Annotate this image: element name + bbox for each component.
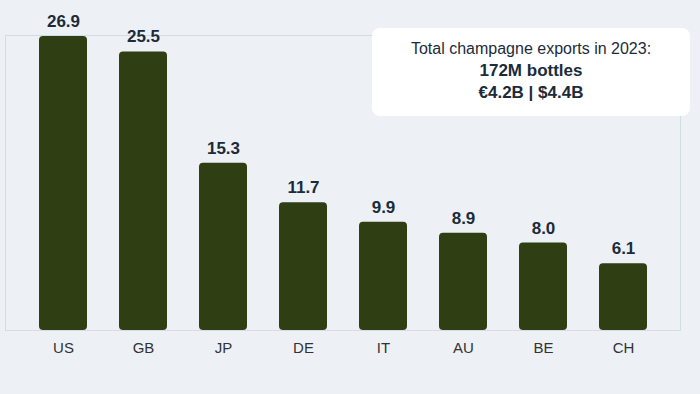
svg-text:8.0: 8.0	[532, 219, 556, 238]
svg-text:AU: AU	[453, 339, 474, 356]
svg-text:GB: GB	[133, 339, 155, 356]
svg-text:11.7: 11.7	[287, 178, 319, 197]
svg-text:25.5: 25.5	[127, 27, 160, 46]
html-text:172M bottles: 172M bottles	[479, 61, 583, 80]
svg-text:BE: BE	[533, 339, 553, 356]
svg-text:CH: CH	[613, 339, 635, 356]
svg-text:DE: DE	[293, 339, 314, 356]
svg-text:26.9: 26.9	[47, 12, 80, 31]
svg-text:JP: JP	[215, 339, 233, 356]
html-text:€4.2B | $4.4B: €4.2B | $4.4B	[478, 83, 584, 102]
svg-text:8.9: 8.9	[452, 209, 476, 228]
svg-text:15.3: 15.3	[207, 139, 240, 158]
svg-text:IT: IT	[377, 339, 390, 356]
svg-text:9.9: 9.9	[372, 198, 396, 217]
svg-text:6.1: 6.1	[612, 239, 636, 258]
svg-text:US: US	[53, 339, 74, 356]
html-text:Total champagne exports in 202: Total champagne exports in 2023:	[410, 40, 652, 57]
